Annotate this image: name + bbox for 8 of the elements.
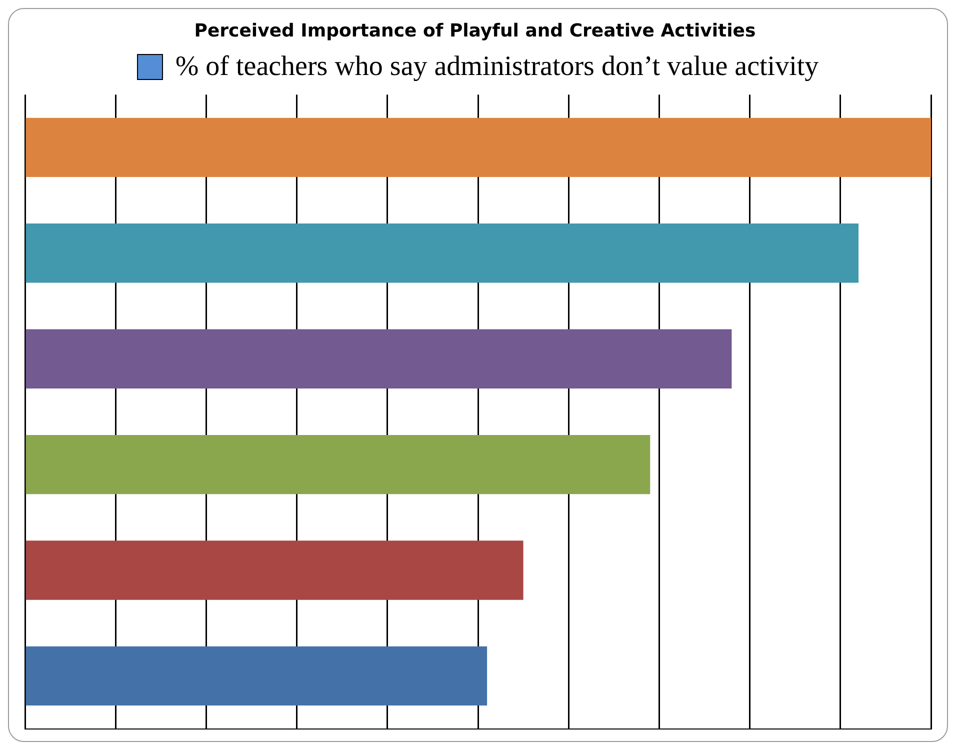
bar — [26, 329, 732, 388]
bar — [26, 434, 650, 494]
chart-title: Perceived Importance of Playful and Creative Activities — [194, 20, 756, 42]
bar — [26, 540, 524, 600]
bar — [26, 646, 488, 706]
bar — [26, 118, 931, 178]
series-label: % of teachers who say administrators don’t value activity — [175, 51, 819, 83]
bar — [26, 224, 859, 283]
